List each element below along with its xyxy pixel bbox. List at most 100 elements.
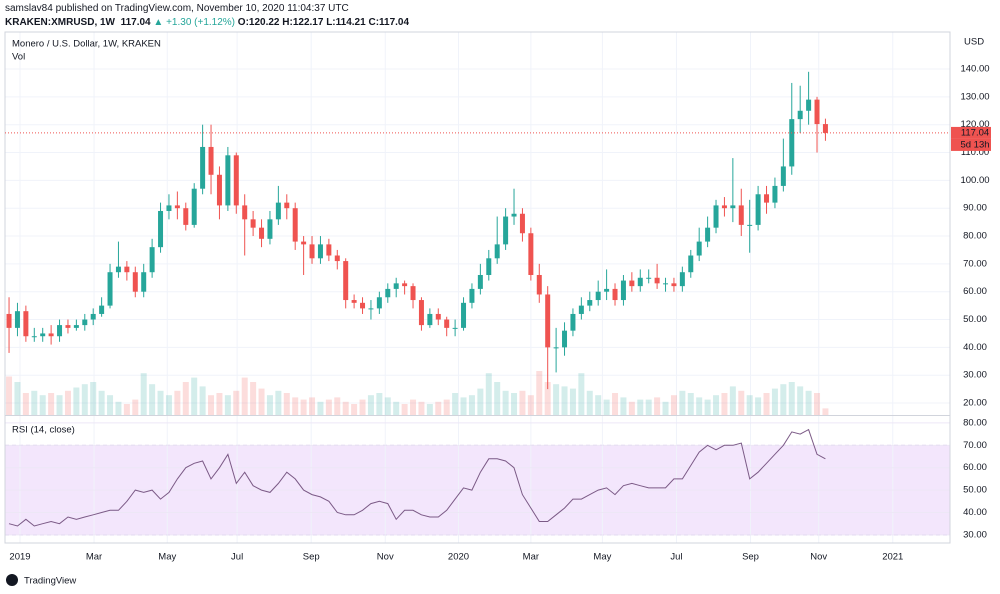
- candle-body: [620, 280, 626, 301]
- rsi-tick-label: 80.00: [963, 417, 987, 428]
- volume-bar: [73, 387, 80, 415]
- candle-body: [343, 261, 349, 301]
- countdown-label: 5d 13h: [960, 139, 989, 150]
- candle-body: [587, 300, 593, 306]
- volume-bar: [250, 382, 257, 415]
- candle-body: [242, 205, 248, 220]
- countdown-badge: [951, 138, 991, 151]
- candle-body: [772, 185, 778, 203]
- candle-body: [393, 283, 399, 289]
- volume-bar: [233, 390, 240, 415]
- candle-body: [646, 277, 652, 279]
- volume-bar: [334, 397, 341, 415]
- candle-body: [814, 99, 820, 125]
- chart-title: Monero / U.S. Dollar, 1W, KRAKEN: [12, 39, 161, 50]
- candle-body: [292, 208, 298, 242]
- quote-line: KRAKEN:XMRUSD, 1W 117.04 ▲ +1.30 (+1.12%…: [5, 16, 409, 30]
- candle-body: [334, 255, 340, 262]
- candle-body: [410, 286, 416, 301]
- rsi-tick-label: 70.00: [963, 440, 987, 451]
- candle-body: [385, 288, 391, 298]
- volume-bar: [224, 395, 231, 415]
- candle-body: [309, 244, 315, 259]
- candle-body: [503, 216, 509, 245]
- candle-body: [326, 244, 332, 256]
- volume-bar: [216, 393, 223, 415]
- volume-bar: [182, 382, 189, 415]
- y-tick-label: 90.00: [963, 203, 987, 214]
- candle-body: [755, 194, 761, 225]
- header: samslav84 published on TradingView.com, …: [5, 2, 409, 30]
- volume-bar: [561, 386, 568, 415]
- candle-body: [738, 205, 744, 225]
- candle-body: [351, 300, 357, 303]
- volume-bar: [536, 371, 543, 415]
- volume-bar: [165, 395, 172, 415]
- volume-bar: [814, 393, 821, 415]
- volume-bar: [452, 393, 459, 415]
- volume-bar: [426, 404, 433, 415]
- volume-bar: [527, 395, 534, 415]
- y-tick-label: 120.00: [960, 119, 989, 130]
- rsi-tick-label: 30.00: [963, 529, 987, 540]
- candle-body: [612, 288, 618, 301]
- symbol: KRAKEN:XMRUSD, 1W: [5, 17, 115, 28]
- candle-body: [494, 244, 500, 259]
- candle-body: [764, 194, 770, 203]
- candle-body: [578, 305, 584, 314]
- candle-body: [40, 333, 46, 337]
- candle-body: [545, 294, 551, 348]
- candle-body: [822, 124, 828, 133]
- volume-bar: [620, 397, 627, 415]
- candle-body: [284, 202, 290, 209]
- low: L:114.21: [326, 17, 366, 28]
- volume-bar: [191, 377, 198, 415]
- candle-body: [696, 241, 702, 256]
- x-tick-label: 2021: [882, 552, 903, 563]
- candle-body: [679, 272, 685, 287]
- candle-body: [57, 325, 63, 337]
- volume-bar: [275, 390, 282, 415]
- candle-body: [637, 277, 643, 287]
- volume-bar: [115, 401, 122, 415]
- volume-bar: [721, 393, 728, 415]
- rsi-tick-label: 50.00: [963, 485, 987, 496]
- candle-body: [259, 227, 265, 239]
- candle-body: [604, 288, 610, 292]
- x-tick-label: May: [158, 552, 176, 563]
- candle-body: [519, 213, 525, 234]
- volume-bar: [645, 399, 652, 415]
- volume-bar: [376, 393, 383, 415]
- last-price-badge: [951, 126, 991, 139]
- volume-bar: [56, 395, 63, 415]
- y-tick-label: 140.00: [960, 64, 989, 75]
- candle-body: [23, 311, 29, 337]
- volume-bar: [519, 390, 526, 415]
- volume-bar: [292, 397, 299, 415]
- x-tick-label: May: [593, 552, 611, 563]
- volume-bar: [384, 397, 391, 415]
- x-tick-label: Nov: [377, 552, 394, 563]
- x-tick-label: Jul: [231, 552, 243, 563]
- volume-bar: [435, 401, 442, 415]
- candle-body: [730, 205, 736, 209]
- y-tick-label: 40.00: [963, 342, 987, 353]
- candle-body: [452, 327, 458, 329]
- volume-bar: [48, 393, 55, 415]
- rsi-line: [8, 428, 826, 527]
- volume-bar: [98, 390, 105, 415]
- volume-bar: [612, 393, 619, 415]
- candle-body: [216, 174, 222, 206]
- volume-bar: [208, 395, 215, 415]
- candle-body: [99, 305, 105, 314]
- volume-bar: [317, 401, 324, 415]
- candle-body: [747, 224, 753, 226]
- candle-body: [461, 302, 467, 328]
- x-tick-label: 2019: [9, 552, 30, 563]
- volume-bar: [266, 395, 273, 415]
- candle-body: [107, 272, 113, 306]
- volume-bar: [359, 399, 366, 415]
- volume-bar: [410, 399, 417, 415]
- publisher: samslav84 published on TradingView.com, …: [5, 3, 349, 14]
- volume-bar: [746, 395, 753, 415]
